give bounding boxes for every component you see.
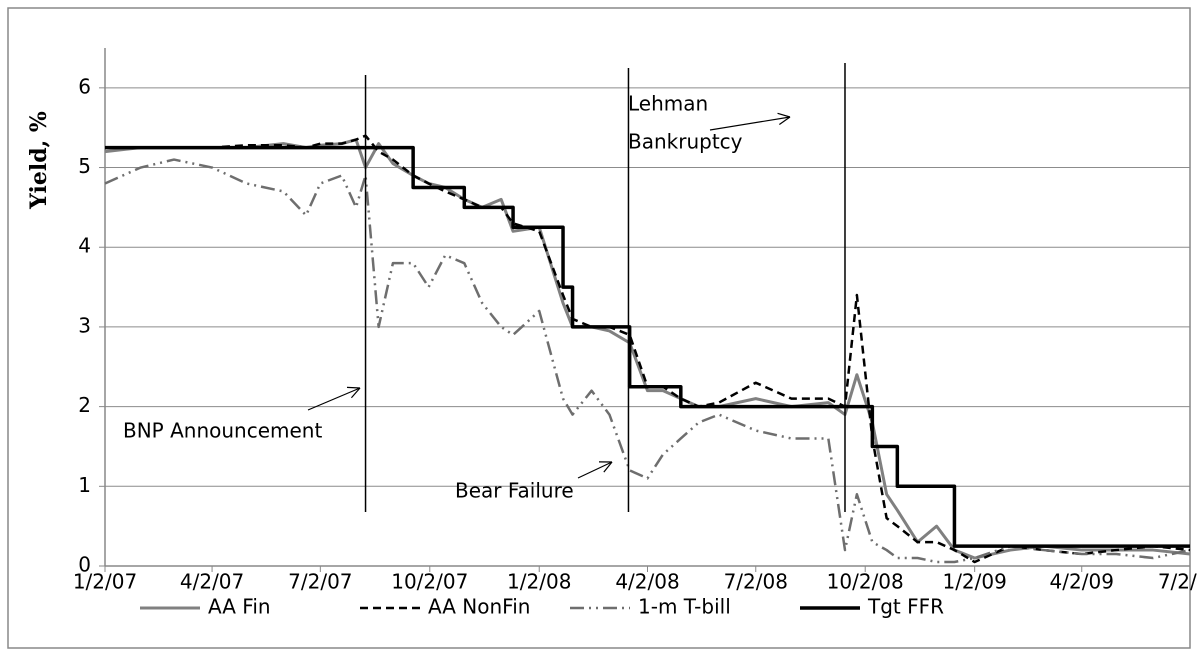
arrow-head	[777, 112, 791, 118]
x-tick-label: 4/2/09	[1050, 570, 1114, 594]
y-tick-label: 2	[78, 393, 91, 417]
series-line	[105, 145, 1190, 548]
annotation-arrow	[307, 387, 361, 411]
x-tick-label: 7/2/09	[1158, 570, 1198, 594]
arrow-head	[350, 387, 361, 399]
x-tick-label: 10/2/08	[827, 570, 904, 594]
y-tick-label: 3	[78, 313, 91, 337]
annotation-text: Bankruptcy	[628, 130, 743, 154]
annotation-text: BNP Announcement	[123, 419, 322, 443]
x-tick-label: 4/2/08	[615, 570, 679, 594]
annotation-text: Bear Failure	[455, 479, 574, 503]
y-axis-label: Yield, %	[26, 111, 52, 210]
annotation-arrow	[577, 461, 613, 479]
x-tick-label: 1/2/07	[73, 570, 137, 594]
legend-label: 1-m T-bill	[638, 595, 731, 619]
y-tick-label: 1	[78, 473, 91, 497]
y-tick-label: 6	[78, 74, 91, 98]
legend-label: AA NonFin	[428, 595, 530, 619]
y-tick-label: 4	[78, 234, 91, 258]
legend-label: Tgt FFR	[867, 595, 944, 619]
x-tick-label: 1/2/08	[507, 570, 571, 594]
x-tick-label: 7/2/08	[724, 570, 788, 594]
arrow-head	[603, 461, 613, 473]
y-tick-label: 0	[78, 553, 91, 577]
legend-label: AA Fin	[208, 595, 271, 619]
annotation-arrow	[709, 116, 791, 131]
x-tick-label: 10/2/07	[391, 570, 468, 594]
x-tick-label: 4/2/07	[180, 570, 244, 594]
annotation-text: Lehman	[628, 92, 708, 116]
arrow-head	[346, 386, 361, 389]
series-line	[104, 158, 1191, 564]
x-tick-label: 1/2/09	[942, 570, 1006, 594]
arrow-head	[779, 116, 791, 125]
x-tick-label: 7/2/07	[288, 570, 352, 594]
y-tick-label: 5	[78, 154, 91, 178]
